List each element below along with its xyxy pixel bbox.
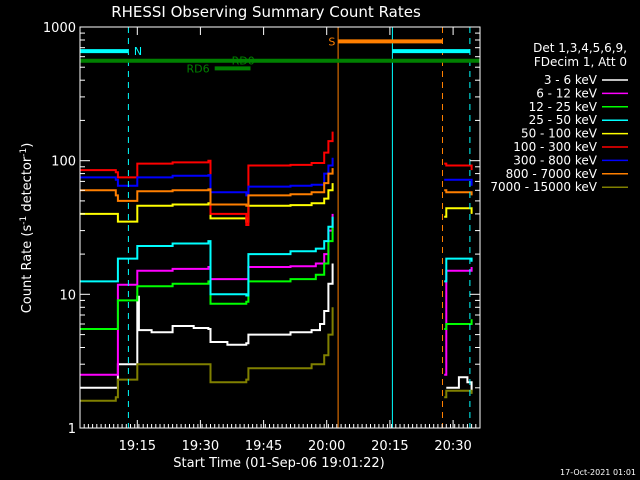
y-axis-ticks: 1 10 100 1000 [43,21,480,437]
legend-entry-label: 50 - 100 keV [521,127,598,141]
x-axis-ticks: 19:15 19:30 19:45 20:00 20:15 20:30 [83,27,477,454]
series-line-25-50-kev [80,216,334,297]
y-axis-label: Count Rate (s-1 detector-1) [19,143,35,314]
legend: Det 1,3,4,5,6,9, FDecim 1, Att 0 3 - 6 k… [490,41,628,194]
y-axis-label-sup: -1 [19,216,29,225]
legend-entry-label: 3 - 6 keV [544,73,598,87]
series-line-50-100-kev-late [444,207,473,218]
legend-entry-label: 12 - 25 keV [529,100,598,114]
series-line-100-300-kev-late [444,162,473,171]
series-line-12-25-kev-late [444,319,473,330]
series-line-6-12-kev-late [444,267,473,376]
flag-label-n: N [134,45,142,58]
series-line-300-800-kev-late [444,178,473,186]
x-tick-label: 19:30 [182,439,219,454]
vline-layer [79,27,471,428]
series-line-7000-15000-kev [80,307,334,402]
series-line-7000-15000-kev-late [444,389,473,399]
x-tick-label: 19:15 [119,439,156,454]
flag-label-s: S [328,35,335,48]
flag-label-rd0: RD0 [232,55,255,68]
x-tick-label: 20:30 [434,439,471,454]
footer-timestamp: 17-Oct-2021 01:01 [560,468,636,477]
legend-entry-label: 100 - 300 keV [513,140,597,154]
x-tick-label: 19:45 [245,439,282,454]
series-line-100-300-kev [80,131,334,226]
legend-entry-label: 800 - 7000 keV [506,167,598,181]
chart-title: RHESSI Observing Summary Count Rates [111,3,421,21]
series-line-800-7000-kev-late [444,189,473,196]
series-line-300-800-kev [80,157,334,197]
y-tick-label: 100 [51,155,76,170]
legend-entry-label: 300 - 800 keV [513,153,597,167]
y-tick-label: 1000 [43,21,76,36]
series-line-3-6-kev-late [446,376,473,391]
y-axis-label-part: detector [20,156,35,216]
x-axis-label: Start Time (01-Sep-06 19:01:22) [173,456,384,471]
y-axis-label-part: ) [20,143,35,148]
series-layer [80,131,473,402]
legend-header-line-1: Det 1,3,4,5,6,9, [533,41,627,55]
x-tick-label: 20:00 [308,439,345,454]
x-tick-label: 20:15 [371,439,408,454]
series-line-800-7000-kev [80,168,334,207]
legend-entry-label: 6 - 12 keV [536,86,598,100]
plot-frame [79,26,481,429]
y-tick-label: 10 [59,288,76,303]
series-line-6-12-kev [80,213,334,376]
legend-entry-label: 25 - 50 keV [529,113,598,127]
flag-label-rd6: RD6 [187,62,210,75]
y-tick-label: 1 [68,422,76,437]
legend-header-line-2: FDecim 1, Att 0 [534,55,627,69]
series-line-50-100-kev [80,183,334,223]
y-axis-label-part: Count Rate (s [20,225,35,314]
series-line-12-25-kev [80,226,334,330]
series-line-25-50-kev-late [444,257,473,283]
flag-layer: N S RD0 RD6 [80,35,480,75]
y-axis-label-sup: -1 [19,148,29,157]
legend-entry-label: 7000 - 15000 keV [490,180,597,194]
